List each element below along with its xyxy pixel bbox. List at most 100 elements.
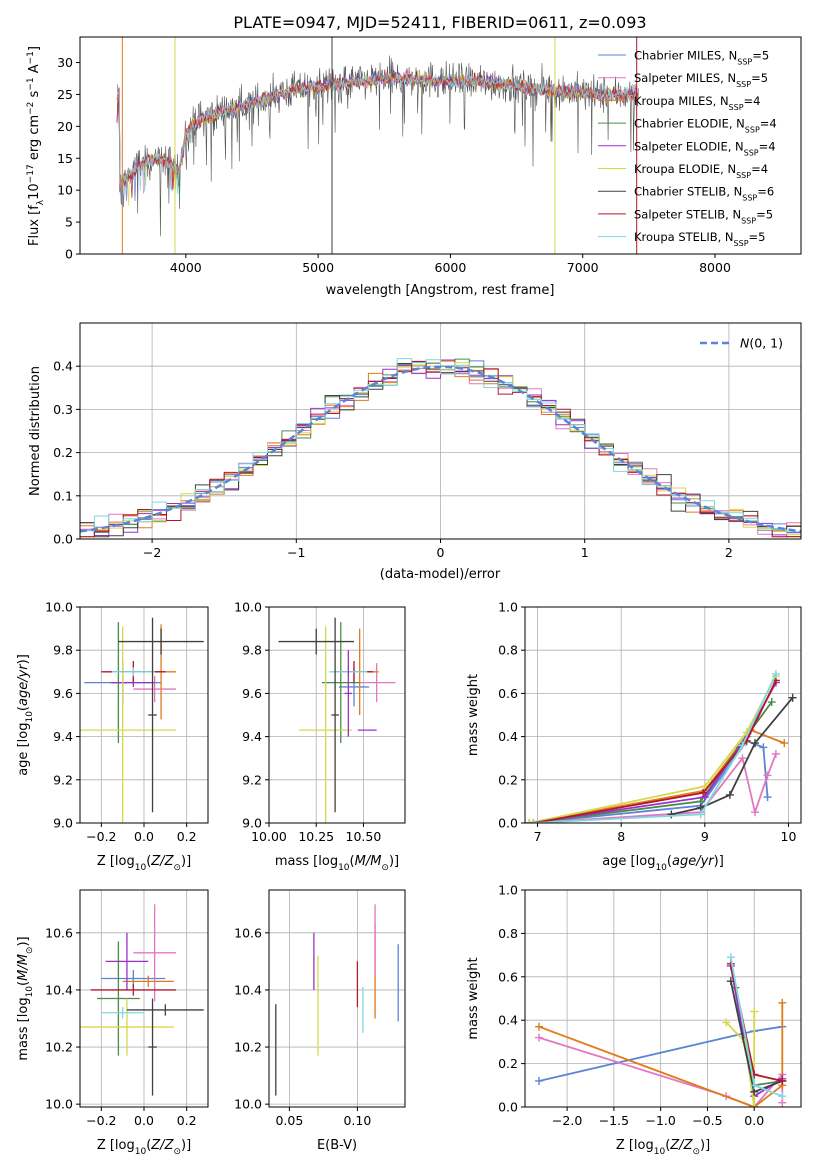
weight-point-kroupa_stelib: [778, 1092, 787, 1101]
spectrum-line-chabrier_elodie: [116, 72, 639, 207]
weight-line-kroupa_elodie: [725, 1011, 756, 1107]
x-tick-label: 7: [534, 829, 542, 844]
y-tick-label: 10.4: [234, 982, 262, 997]
y-tick-label: 10: [57, 183, 73, 198]
weight-point-salpeter_stelib: [699, 788, 708, 797]
legend-label-chabrier_elodie: Chabrier ELODIE, NSSP=4: [634, 117, 777, 135]
axes-frame: [268, 606, 406, 824]
x-tick-label: 5000: [302, 260, 334, 275]
x-tick-label: 8000: [699, 260, 731, 275]
normal-reference-curve: [80, 365, 801, 533]
y-tick-label: 9.0: [53, 816, 73, 831]
y-tick-label: 0.8: [498, 643, 518, 658]
y-tick-label: 10.4: [45, 982, 73, 997]
weight-point-kroupa_elodie: [750, 1007, 759, 1016]
weight-point-kroupa_stelib: [696, 810, 705, 819]
y-tick-label: 9.4: [53, 729, 73, 744]
weight-point-salpeter_miles: [763, 771, 772, 780]
y-tick-label: 5: [65, 215, 73, 230]
y-tick-label: 0.2: [498, 1056, 518, 1071]
plot-area-spectrum: [116, 37, 639, 254]
legend-label-chabrier_miles: Chabrier MILES, NSSP=5: [634, 49, 769, 67]
x-axis-label: age [log10(age/yr)]: [602, 854, 724, 873]
x-tick-label: 0: [437, 545, 445, 560]
x-tick-label: −1.5: [599, 1113, 629, 1128]
y-tick-label: 0.4: [53, 359, 73, 374]
axes-frame: [268, 889, 406, 1108]
y-tick-label: 20: [57, 119, 73, 134]
y-tick-label: 10.2: [45, 1040, 73, 1055]
x-tick-label: −1.0: [645, 1113, 675, 1128]
weight-point-salpeter_miles: [738, 754, 747, 763]
weight-point-salpeter_stelib: [778, 1076, 787, 1085]
weight-point-kroupa_stelib: [738, 741, 747, 750]
y-tick-label: 0: [65, 247, 73, 262]
y-axis-label: age [log10(age/yr)]: [16, 654, 35, 776]
weight-point-kroupa_stelib: [726, 953, 735, 962]
legend-label-kroupa_elodie: Kroupa ELODIE, NSSP=4: [634, 162, 768, 180]
weight-point-chabrier_miles: [763, 793, 772, 802]
weight-point-chabrier_elodie: [767, 698, 776, 707]
y-tick-label: 1.0: [498, 600, 518, 615]
y-tick-label: 10.6: [234, 925, 262, 940]
panel-residuals: −2 −1 0 1 2 0.0 0.1 0.2 0.3 0.4 (data-model)/error…: [28, 322, 802, 582]
x-tick-label: 2: [725, 545, 733, 560]
y-tick-label: 0.3: [53, 402, 73, 417]
weight-line-chabrier_miles: [529, 739, 769, 823]
panel-age-vs-mass: 10.00 10.25 10.50 9.0 9.2 9.4 9.6 9.8 10.0 mass […: [234, 600, 406, 873]
y-axis-label: mass [log10(M/M⊙)]: [16, 936, 35, 1060]
y-tick-label: 9.8: [53, 643, 73, 658]
legend-label-salpeter_miles: Salpeter MILES, NSSP=5: [634, 71, 768, 89]
y-tick-label: 9.2: [53, 772, 73, 787]
x-tick-label: −2: [143, 545, 161, 560]
weight-point-kroupa_stelib: [529, 819, 538, 823]
y-tick-label: 0.0: [498, 1100, 518, 1115]
x-tick-label: −2.0: [552, 1113, 582, 1128]
x-tick-label: −1: [287, 545, 305, 560]
y-tick-label: 9.2: [242, 772, 262, 787]
x-axis-label: Z [log10(Z/Z⊙)]: [97, 1138, 191, 1157]
x-tick-label: 8: [617, 829, 625, 844]
y-tick-label: 9.8: [242, 643, 262, 658]
y-tick-label: 9.6: [53, 686, 73, 701]
weight-point-chabrier_stelib: [726, 977, 735, 986]
y-tick-label: 0.0: [498, 816, 518, 831]
y-tick-label: 10.6: [45, 925, 73, 940]
y-axis-label: mass weight: [466, 674, 481, 756]
x-tick-label: 0.2: [177, 829, 197, 844]
weight-point-salpeter_miles: [771, 749, 780, 758]
plot-area-age-vs-z: [80, 617, 204, 823]
y-tick-label: 0.2: [53, 445, 73, 460]
weight-point-kroupa_stelib: [771, 669, 780, 678]
y-tick-label: 0.1: [53, 488, 73, 503]
weight-point-kroupa_miles: [535, 1022, 544, 1031]
x-tick-label: 0.0: [744, 1113, 764, 1128]
spectrum-line-salpeter_stelib: [116, 69, 639, 198]
y-axis-label: Flux [fλ10−17 erg cm−2 s−1 A−1]: [26, 46, 46, 246]
axes-frame: [79, 36, 802, 255]
x-tick-label: 7000: [567, 260, 599, 275]
residuals-legend: N(0, 1): [700, 336, 783, 351]
y-tick-label: 9.6: [242, 686, 262, 701]
weight-line-kroupa_miles: [538, 1002, 784, 1107]
y-tick-label: 0.2: [498, 772, 518, 787]
y-tick-label: 10.0: [234, 1097, 262, 1112]
x-axis-label: (data-model)/error: [380, 567, 501, 582]
weight-point-chabrier_stelib: [788, 693, 797, 702]
weight-point-chabrier_stelib: [751, 739, 759, 748]
weight-line-salpeter_stelib: [533, 680, 777, 823]
x-tick-label: 10.25: [298, 829, 334, 844]
weight-point-salpeter_miles: [535, 1033, 544, 1042]
y-tick-label: 0.4: [498, 729, 518, 744]
panel-mass-vs-z: −0.2 0.0 0.2 10.0 10.2 10.4 10.6 Z [log10(Z/Z⊙)…: [16, 889, 209, 1157]
y-axis-label: mass weight: [466, 957, 481, 1039]
x-axis-label: E(B-V): [317, 1138, 357, 1153]
x-tick-label: 10.50: [346, 829, 382, 844]
x-axis-label: wavelength [Angstrom, rest frame]: [326, 283, 555, 298]
hist-kroupa_stelib: [80, 358, 801, 539]
y-tick-label: 10.0: [45, 600, 73, 615]
legend-label-chabrier_stelib: Chabrier STELIB, NSSP=6: [634, 185, 774, 203]
x-tick-label: −0.2: [86, 829, 116, 844]
spectrum-legend: Chabrier MILES, NSSP=5 Salpeter MILES, NS…: [598, 49, 777, 248]
